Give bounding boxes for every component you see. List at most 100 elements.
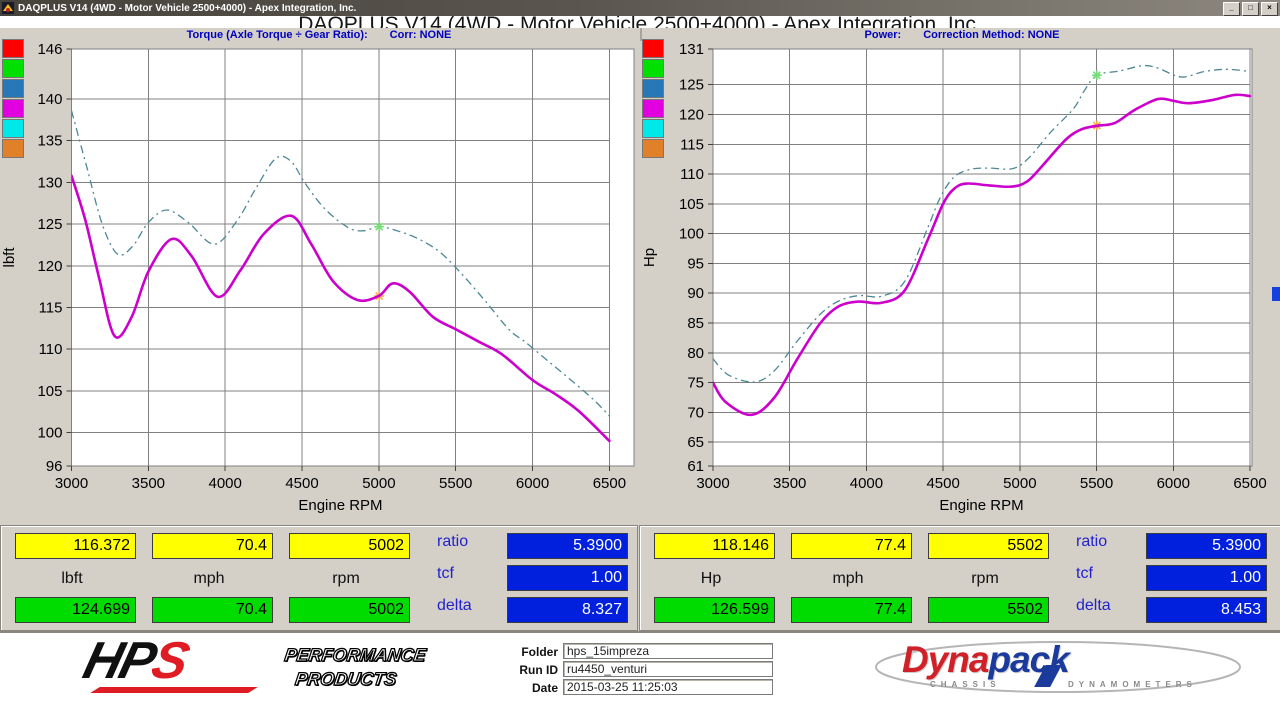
scroll-indicator <box>1272 287 1280 301</box>
svg-text:100: 100 <box>679 226 704 243</box>
data-strip: 116.372 70.4 5002 lbft mph rpm 124.699 7… <box>0 525 1280 631</box>
rpm-unit-label: rpm <box>928 570 1042 588</box>
power-chart-title: Power: <box>865 29 902 41</box>
svg-text:5500: 5500 <box>439 475 472 492</box>
delta-label: delta <box>1076 597 1140 615</box>
svg-text:100: 100 <box>37 425 62 442</box>
rpm-cursor-value: 5502 <box>928 533 1049 559</box>
svg-text:3000: 3000 <box>696 475 729 492</box>
svg-text:4500: 4500 <box>285 475 318 492</box>
power-correction-label: Correction Method: NONE <box>923 29 1059 41</box>
torque-chart-plot[interactable]: 9610010511011512012513013514014630003500… <box>0 41 638 525</box>
svg-text:5000: 5000 <box>1003 475 1036 492</box>
svg-text:90: 90 <box>687 285 704 302</box>
legend-swatch-cyan[interactable] <box>2 119 24 138</box>
speed-cursor-value: 77.4 <box>791 533 912 559</box>
legend-swatch-magenta[interactable] <box>642 99 664 118</box>
torque-correction-label: Corr: NONE <box>390 29 452 41</box>
speed-unit-label: mph <box>152 570 266 588</box>
run-id-label: Run ID <box>440 663 558 677</box>
app-window: DAQPLUS V14 (4WD - Motor Vehicle 2500+40… <box>0 16 1280 702</box>
dynapack-dynamometers-label: DYNAMOMETERS <box>1068 680 1197 689</box>
tcf-value: 1.00 <box>1146 565 1267 591</box>
legend-swatch-orange[interactable] <box>2 139 24 158</box>
svg-text:80: 80 <box>687 345 704 362</box>
torque-data-panel: 116.372 70.4 5002 lbft mph rpm 124.699 7… <box>0 525 638 631</box>
power-data-panel: 118.146 77.4 5502 Hp mph rpm 126.599 77.… <box>639 525 1280 631</box>
svg-text:75: 75 <box>687 375 704 392</box>
power-chart-plot[interactable]: 6165707580859095100105110115120125131300… <box>640 41 1280 525</box>
date-row: Date 2015-03-25 11:25:03 <box>440 679 800 696</box>
footer-strip: HPS PERFORMANCE PRODUCTS Folder hps_15im… <box>0 631 1280 702</box>
run-id-row: Run ID ru4450_venturi <box>440 661 800 678</box>
y-axis-title: Hp <box>641 248 658 267</box>
tcf-value: 1.00 <box>507 565 628 591</box>
svg-text:6500: 6500 <box>593 475 626 492</box>
legend-swatch-red[interactable] <box>642 39 664 58</box>
svg-text:5500: 5500 <box>1080 475 1113 492</box>
delta-label: delta <box>437 597 501 615</box>
torque-unit-label: lbft <box>15 570 129 588</box>
rpm-cursor-value: 5002 <box>289 533 410 559</box>
svg-text:3500: 3500 <box>773 475 806 492</box>
x-axis-title: Engine RPM <box>939 497 1023 514</box>
speed-unit-label: mph <box>791 570 905 588</box>
svg-text:115: 115 <box>39 300 63 317</box>
svg-text:5000: 5000 <box>362 475 395 492</box>
svg-text:3500: 3500 <box>132 475 165 492</box>
torque-chart-title: Torque (Axle Torque ÷ Gear Ratio): <box>187 29 368 41</box>
svg-text:4500: 4500 <box>926 475 959 492</box>
x-axis-title: Engine RPM <box>298 497 382 514</box>
close-button[interactable]: × <box>1261 2 1278 16</box>
svg-text:131: 131 <box>679 41 704 58</box>
window-title: DAQPLUS V14 (4WD - Motor Vehicle 2500+40… <box>18 3 356 14</box>
main-heading-strip: DAQPLUS V14 (4WD - Motor Vehicle 2500+40… <box>0 16 1280 28</box>
svg-text:105: 105 <box>37 383 62 400</box>
torque-chart-header: Torque (Axle Torque ÷ Gear Ratio): Corr:… <box>0 28 638 41</box>
svg-text:65: 65 <box>687 434 704 451</box>
date-label: Date <box>440 681 558 695</box>
ratio-label: ratio <box>1076 533 1140 551</box>
svg-text:105: 105 <box>679 196 704 213</box>
folder-label: Folder <box>440 645 558 659</box>
ratio-value: 5.3900 <box>507 533 628 559</box>
legend-swatch-magenta[interactable] <box>2 99 24 118</box>
svg-text:146: 146 <box>37 41 62 58</box>
hps-logo-products: PRODUCTS <box>294 667 424 691</box>
folder-field[interactable]: hps_15impreza <box>563 643 773 659</box>
power-legend-swatches <box>642 39 664 158</box>
date-field[interactable]: 2015-03-25 11:25:03 <box>563 679 773 695</box>
svg-text:125: 125 <box>679 77 704 94</box>
svg-text:3000: 3000 <box>55 475 88 492</box>
legend-swatch-green[interactable] <box>2 59 24 78</box>
dynapack-logo-dyna: Dyna <box>902 639 988 680</box>
main-heading: DAQPLUS V14 (4WD - Motor Vehicle 2500+40… <box>0 16 1280 28</box>
svg-text:140: 140 <box>37 91 62 108</box>
rpm-reference-value: 5002 <box>289 597 410 623</box>
hps-logo: HPS PERFORMANCE PRODUCTS <box>85 639 435 697</box>
svg-text:61: 61 <box>687 458 704 475</box>
svg-text:110: 110 <box>39 341 63 358</box>
svg-text:125: 125 <box>37 216 62 233</box>
legend-swatch-green[interactable] <box>642 59 664 78</box>
svg-text:115: 115 <box>680 136 704 153</box>
svg-text:4000: 4000 <box>209 475 242 492</box>
maximize-button[interactable]: □ <box>1242 2 1259 16</box>
legend-swatch-cyan[interactable] <box>642 119 664 138</box>
dynapack-chassis-label: CHASSIS <box>930 680 1001 689</box>
svg-text:6000: 6000 <box>516 475 549 492</box>
legend-swatch-red[interactable] <box>2 39 24 58</box>
legend-swatch-orange[interactable] <box>642 139 664 158</box>
hps-logo-swoosh <box>90 687 258 693</box>
svg-text:70: 70 <box>687 404 704 421</box>
run-id-field[interactable]: ru4450_venturi <box>563 661 773 677</box>
tcf-label: tcf <box>437 565 501 583</box>
legend-swatch-blue[interactable] <box>2 79 24 98</box>
tcf-label: tcf <box>1076 565 1140 583</box>
svg-text:96: 96 <box>46 458 63 475</box>
minimize-button[interactable]: _ <box>1223 2 1240 16</box>
svg-text:130: 130 <box>37 174 62 191</box>
legend-swatch-blue[interactable] <box>642 79 664 98</box>
hps-logo-performance: PERFORMANCE <box>283 643 427 667</box>
ratio-value: 5.3900 <box>1146 533 1267 559</box>
